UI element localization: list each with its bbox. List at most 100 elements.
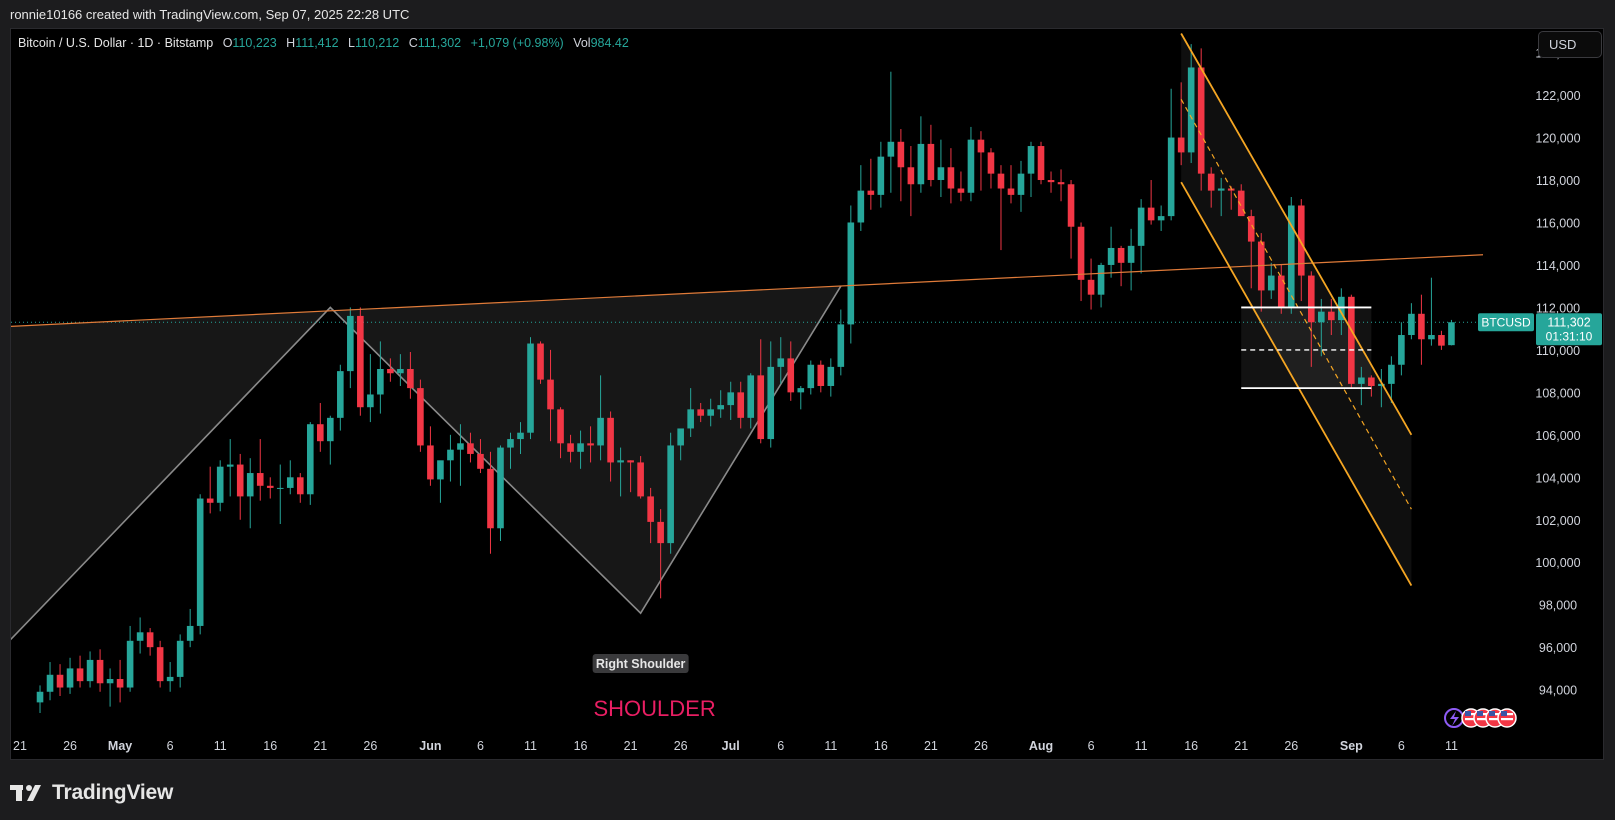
time-tick-label: Jul (722, 739, 740, 753)
candle-body (1067, 184, 1075, 227)
price-tick-label: 104,000 (1535, 471, 1580, 485)
price-tick-label: 98,000 (1539, 599, 1577, 613)
candle-body (817, 364, 825, 386)
price-tick-label: 112,000 (1536, 301, 1580, 315)
candle-body (487, 468, 494, 529)
candle (887, 71, 895, 193)
candle (817, 360, 825, 393)
time-tick-label: 11 (524, 739, 537, 753)
candle (1207, 167, 1215, 208)
price-tick-label: 94,000 (1539, 684, 1577, 698)
candle-body (1368, 377, 1375, 386)
candle (707, 398, 714, 427)
candle (997, 165, 1005, 251)
candle-body (1177, 137, 1185, 153)
chart-pane[interactable] (10, 28, 1604, 760)
candle-body (1077, 226, 1085, 280)
price-tick-label: 114,000 (1536, 259, 1580, 273)
time-tick-label: 26 (63, 739, 77, 753)
candle (617, 447, 624, 497)
candle (176, 634, 184, 688)
candle (1247, 209, 1255, 289)
candle-body (1247, 216, 1255, 242)
candle-body (677, 428, 684, 446)
candle-body (747, 375, 755, 418)
time-tick-label: 11 (1445, 739, 1458, 753)
candle (186, 608, 194, 648)
candle-body (1027, 146, 1035, 174)
candle (156, 640, 164, 688)
candle-body (777, 358, 785, 367)
candle (56, 664, 64, 697)
tradingview-footer: TradingView (10, 780, 173, 806)
candle-body (1297, 205, 1305, 276)
candle-body (76, 668, 84, 682)
candle (507, 432, 514, 469)
candle-body (166, 676, 174, 682)
candle-body (937, 167, 945, 181)
symbol-title[interactable]: Bitcoin / U.S. Dollar · 1D · Bitstamp (18, 36, 214, 50)
candle-body (1388, 364, 1395, 384)
candle (377, 341, 384, 414)
candle (477, 439, 484, 474)
bar-countdown-label: 01:31:10 (1546, 330, 1593, 344)
candle-body (447, 449, 454, 461)
open-value: 110,223 (232, 36, 277, 50)
candle-body (156, 647, 164, 682)
candle (1418, 294, 1425, 365)
candle (1388, 356, 1395, 403)
candle-body (927, 143, 935, 181)
channel-mid-line (1180, 99, 1412, 510)
candle (727, 381, 735, 420)
shoulder-label: SHOULDER (593, 696, 715, 721)
candle (1157, 205, 1165, 231)
candle-body (967, 139, 975, 193)
candle-body (1338, 296, 1345, 321)
candle (807, 360, 815, 395)
candle-body (286, 477, 294, 488)
symbol-badge: BTCUSD (1481, 316, 1531, 330)
candle-body (1408, 313, 1415, 336)
candle (196, 494, 204, 635)
candle-body (907, 167, 915, 185)
time-tick-label: Jun (419, 739, 441, 753)
candle-body (1057, 182, 1065, 185)
candle (296, 473, 304, 503)
candle (417, 379, 424, 452)
price-tick-label: 120,000 (1535, 132, 1580, 146)
candle-body (317, 424, 324, 442)
candle (327, 415, 334, 465)
candle-body (116, 679, 124, 688)
candle-body (867, 190, 875, 195)
candle (877, 141, 885, 208)
candle (627, 460, 634, 493)
candle (1127, 228, 1135, 291)
candle (347, 307, 354, 389)
price-tick-label: 106,000 (1535, 429, 1580, 443)
time-tick-label: May (108, 739, 132, 753)
price-axis[interactable]: 94,000 96,000 98,000 100,000 102,000 104,000 1… (1535, 47, 1580, 698)
candle (797, 385, 805, 410)
candle (36, 685, 44, 713)
candle (116, 659, 124, 703)
currency-button[interactable]: USD (1538, 31, 1602, 58)
close-label: C (408, 36, 418, 50)
time-axis[interactable]: 21 26 May 6 11 16 21 26 Jun 6 11 16 21 26 Jul 6 11 16 21 26… (13, 739, 1458, 753)
candle (937, 139, 945, 197)
candle-body (377, 369, 384, 395)
candle (1408, 303, 1415, 340)
price-tick-label: 122,000 (1535, 89, 1580, 103)
candle-body (757, 375, 765, 440)
candle-body (206, 498, 214, 503)
candle (1037, 141, 1045, 185)
candle-body (1237, 190, 1245, 217)
time-tick-label: 16 (874, 739, 888, 753)
candle-body (1318, 311, 1325, 323)
candle (747, 373, 755, 429)
candle (126, 625, 134, 692)
candle-body (477, 453, 484, 469)
candle-body (1418, 313, 1425, 340)
candle (497, 445, 504, 541)
